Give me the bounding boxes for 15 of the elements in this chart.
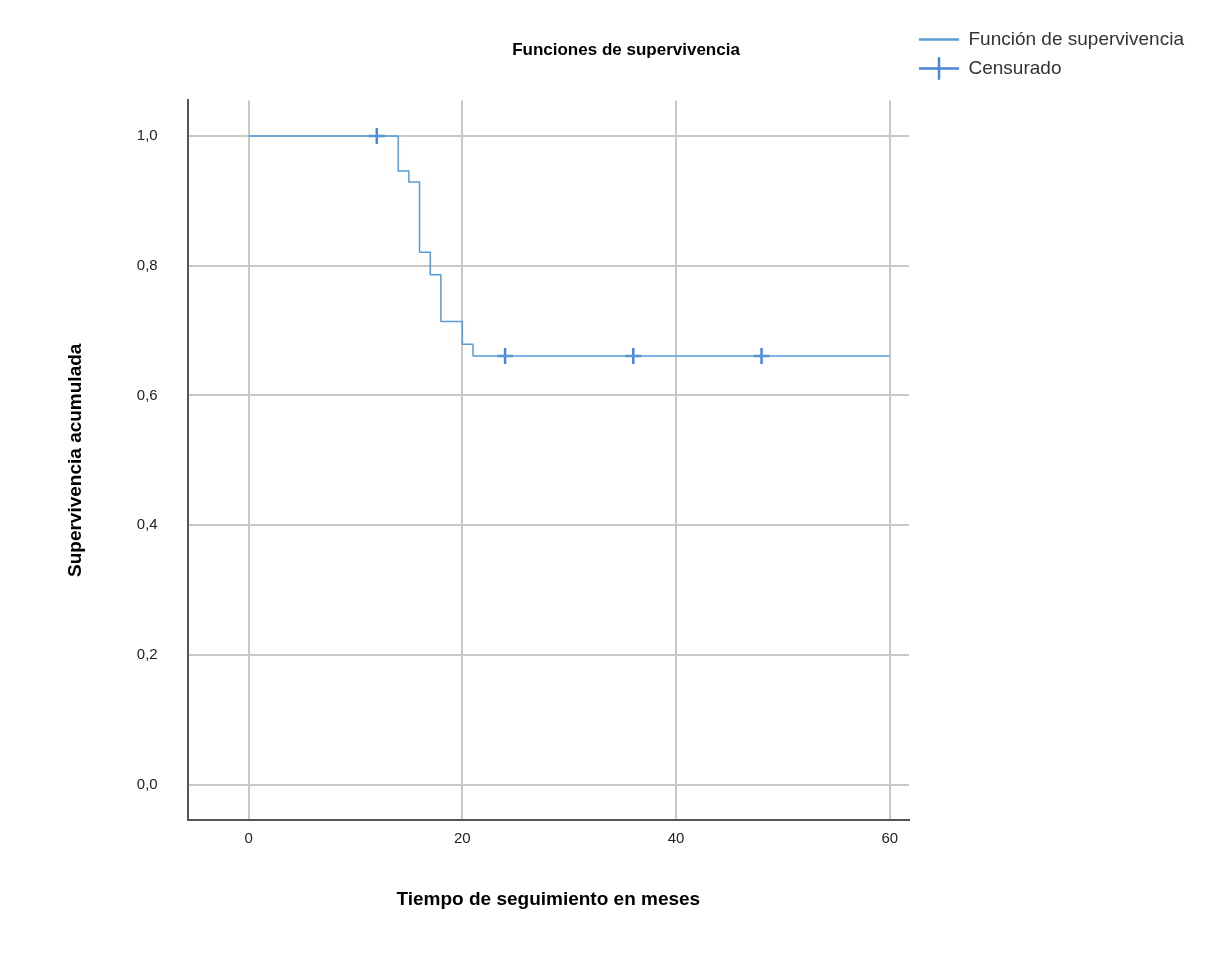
y-tick-label: 1,0 — [136, 126, 158, 144]
chart-title: Funciones de supervivencia — [512, 39, 741, 59]
y-axis-title: Supervivencia acumulada — [63, 343, 85, 577]
legend-label: Función de supervivencia — [968, 27, 1185, 49]
y-tick-label: 0,0 — [136, 774, 158, 792]
x-tick-label: 0 — [244, 829, 253, 847]
y-tick-label: 0,6 — [136, 385, 158, 403]
y-tick-label: 0,8 — [136, 255, 158, 273]
x-axis-title: Tiempo de seguimiento en meses — [396, 887, 701, 909]
x-tick-label: 20 — [453, 829, 471, 847]
legend-label: Censurado — [968, 56, 1062, 78]
x-tick-label: 60 — [881, 829, 899, 847]
y-tick-label: 0,4 — [136, 515, 158, 533]
x-tick-label: 40 — [667, 829, 685, 847]
y-tick-label: 0,2 — [136, 644, 158, 662]
